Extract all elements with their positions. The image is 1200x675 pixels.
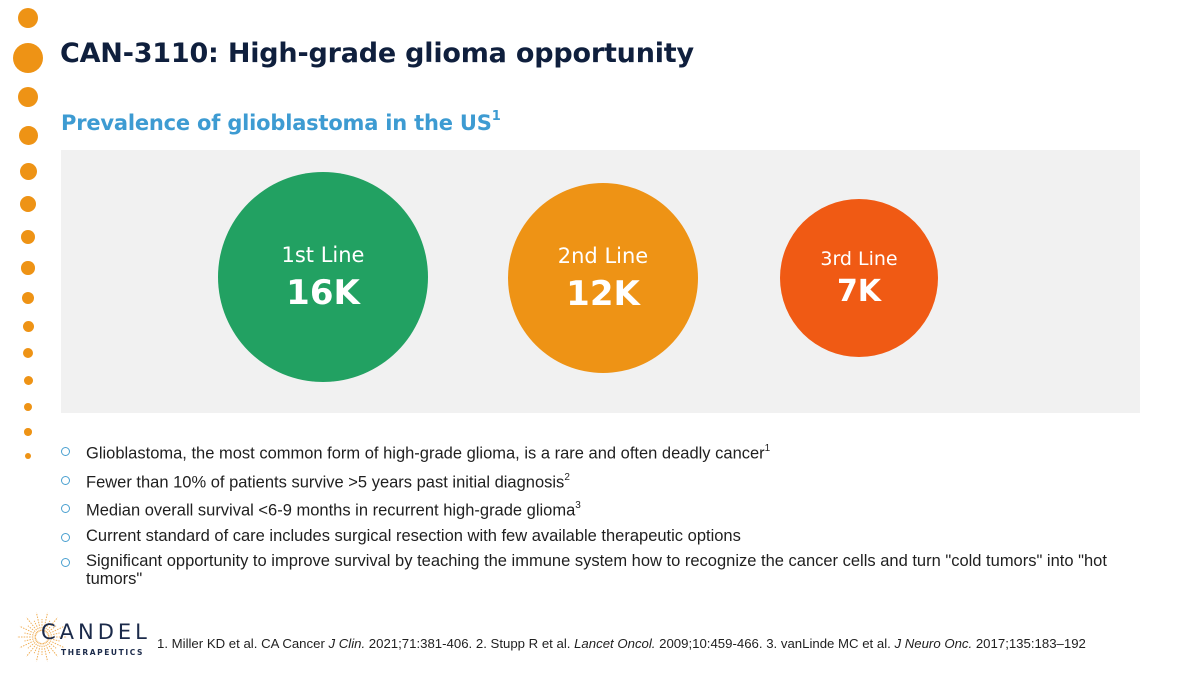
key-points-list: Glioblastoma, the most common form of hi… <box>60 441 1150 595</box>
sunburst-ray <box>27 640 38 649</box>
accent-dot <box>20 229 36 245</box>
sunburst-ray <box>24 632 37 637</box>
key-point-text: Median overall survival <6-9 months in r… <box>86 501 576 520</box>
ref-text: 1. Miller KD et al. CA Cancer <box>157 636 329 651</box>
sunburst-ray <box>44 642 51 654</box>
sunburst-ray <box>33 620 40 632</box>
logo-tagline: THERAPEUTICS <box>61 648 144 657</box>
key-point-text: Current standard of care includes surgic… <box>86 526 741 545</box>
sunburst-ray <box>24 637 37 642</box>
prevalence-bubble-1st-line: 1st Line 16K <box>218 172 428 382</box>
references: 1. Miller KD et al. CA Cancer J Clin. 20… <box>157 636 1086 651</box>
key-point: Glioblastoma, the most common form of hi… <box>60 441 1150 463</box>
key-point: Significant opportunity to improve survi… <box>60 552 1150 588</box>
subtitle-footnote: 1 <box>491 109 501 124</box>
circle-bullet-icon <box>61 557 70 567</box>
sunburst-ray <box>47 625 65 635</box>
accent-dot <box>22 320 34 332</box>
sunburst-ray <box>27 625 38 634</box>
sunburst-ray <box>42 642 49 662</box>
key-point-text: Fewer than 10% of patients survive >5 ye… <box>86 473 565 491</box>
key-point: Median overall survival <6-9 months in r… <box>60 498 1150 520</box>
footnote-marker: 1 <box>764 443 771 454</box>
accent-dot <box>20 196 36 212</box>
circle-bullet-icon <box>61 532 70 542</box>
accent-dot <box>24 452 32 460</box>
accent-dot <box>19 162 37 180</box>
bubble-value: 12K <box>566 273 640 314</box>
ref-text: 2017;135:183–192 <box>972 636 1086 651</box>
accent-dot <box>18 8 38 28</box>
key-point: Fewer than 10% of patients survive >5 ye… <box>60 470 1150 491</box>
ref-text: 2009;10:459-466. 3. vanLinde MC et al. <box>655 636 895 651</box>
key-point-text: Glioblastoma, the most common form of hi… <box>86 444 765 463</box>
circle-bullet-icon <box>61 447 70 456</box>
footnote-marker: 2 <box>564 471 570 483</box>
sunburst-ray <box>44 620 51 632</box>
sunburst-ray <box>45 617 58 633</box>
ref-journal: J Clin. <box>328 636 366 651</box>
section-subtitle: Prevalence of glioblastoma in the US1 <box>61 109 501 135</box>
ref-journal: Lancet Oncol. <box>574 636 656 651</box>
bubble-value: 16K <box>286 272 360 313</box>
sunburst-ray <box>47 637 60 642</box>
bubble-label: 2nd Line <box>557 243 649 268</box>
sunburst-icon <box>17 612 67 662</box>
sunburst-ray <box>35 642 42 662</box>
sunburst-ray <box>26 617 39 633</box>
accent-dot <box>21 261 35 275</box>
key-point-text: Significant opportunity to improve survi… <box>86 551 1107 588</box>
prevalence-bubble-2nd-line: 2nd Line 12K <box>508 183 698 373</box>
sunburst-ray <box>26 641 39 657</box>
circle-bullet-icon <box>61 504 70 513</box>
sunburst-ray <box>46 640 57 649</box>
accent-dot <box>23 375 33 385</box>
footnote-marker: 3 <box>575 500 581 511</box>
logo-name: CANDEL <box>41 620 151 644</box>
candel-logo: CANDEL THERAPEUTICS <box>14 610 149 665</box>
accent-dot <box>22 292 34 304</box>
sunburst-ray <box>45 641 58 657</box>
accent-dot <box>24 428 32 436</box>
key-point: Current standard of care includes surgic… <box>60 527 1150 545</box>
bubble-label: 1st Line <box>281 242 365 267</box>
sunburst-ray <box>47 639 65 649</box>
sunburst-ray <box>42 612 49 632</box>
bubble-value: 7K <box>836 273 882 309</box>
sunburst-ray <box>46 625 57 634</box>
ref-text: 2021;71:381-406. 2. Stupp R et al. <box>365 636 575 651</box>
sunburst-ray <box>35 612 42 632</box>
circle-bullet-icon <box>61 475 70 485</box>
accent-dot <box>24 403 32 411</box>
accent-dot <box>23 348 33 358</box>
ref-journal: J Neuro Onc. <box>894 636 973 651</box>
subtitle-text: Prevalence of glioblastoma in the US <box>61 111 492 135</box>
sunburst-ray <box>33 642 40 654</box>
bubble-label: 3rd Line <box>820 247 898 270</box>
accent-dot <box>18 125 38 145</box>
page-title: CAN-3110: High-grade glioma opportunity <box>60 38 694 69</box>
sunburst-ray <box>19 625 37 635</box>
accent-dot <box>13 43 43 73</box>
sunburst-ray <box>47 632 60 637</box>
accent-dot <box>18 87 38 107</box>
prevalence-bubble-3rd-line: 3rd Line 7K <box>780 199 938 357</box>
sunburst-ray <box>19 639 37 649</box>
